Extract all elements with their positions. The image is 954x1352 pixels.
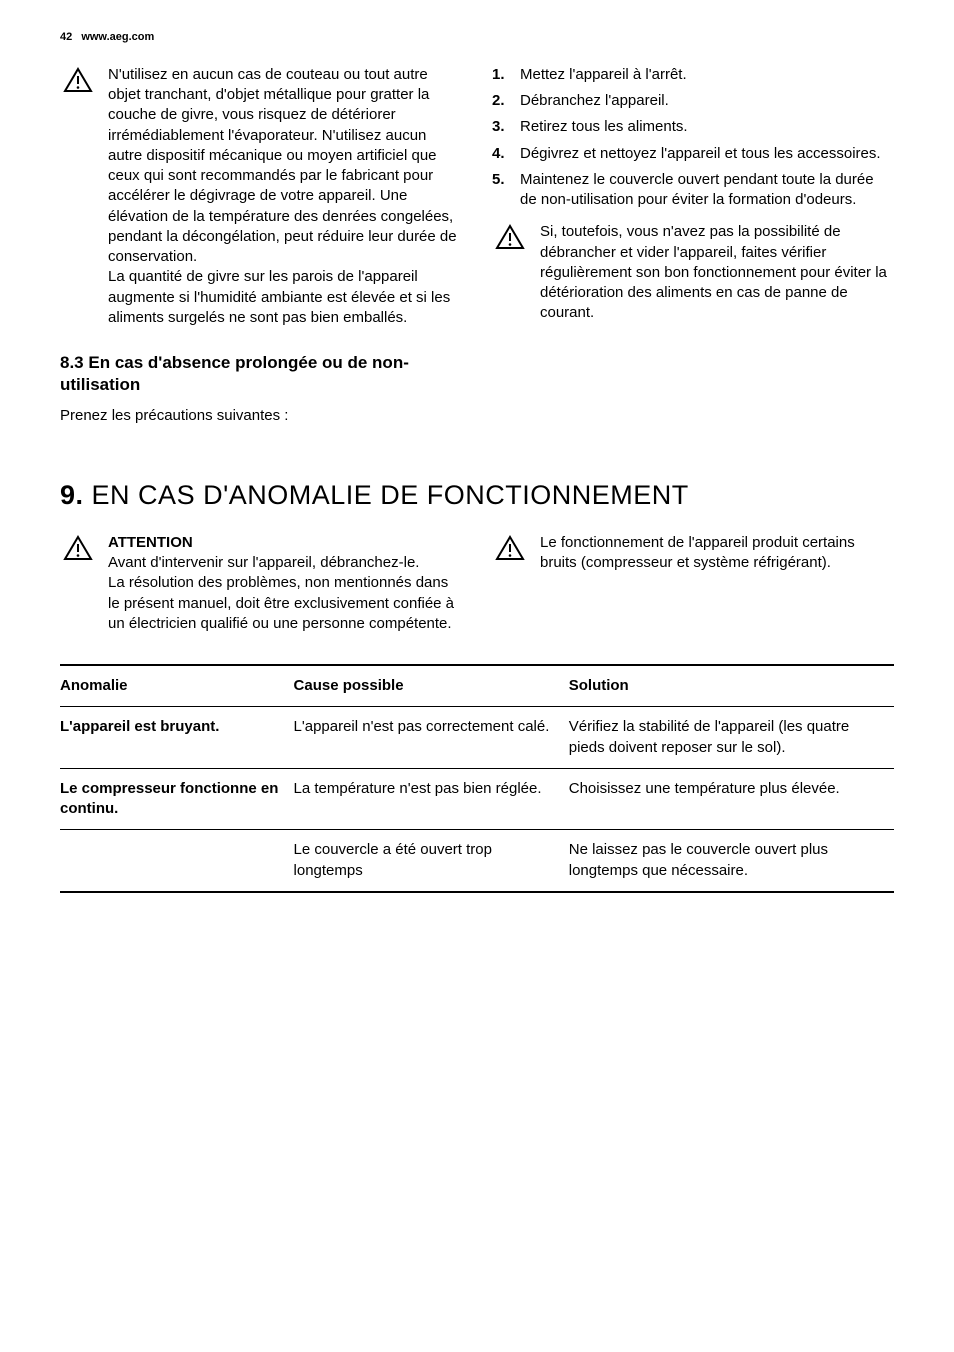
th-solution: Solution — [569, 665, 894, 707]
th-cause: Cause possible — [294, 665, 569, 707]
section9-right: Le fonctionnement de l'appareil produit … — [492, 533, 894, 652]
cell-anomalie: Le compresseur fonctionne en continu. — [60, 768, 294, 830]
warning-p2: La quantité de givre sur les parois de l… — [108, 267, 462, 328]
cell-anomalie — [60, 830, 294, 892]
cell-solution: Choisissez une température plus élevée. — [569, 768, 894, 830]
warning-icon — [495, 535, 525, 574]
section-9-title: 9. EN CAS D'ANOMALIE DE FONCTIONNEMENT — [60, 477, 894, 513]
cell-cause: La température n'est pas bien réglée. — [294, 768, 569, 830]
cell-solution: Vérifiez la stabilité de l'appareil (les… — [569, 707, 894, 769]
table-header-row: Anomalie Cause possible Solution — [60, 665, 894, 707]
left-column: N'utilisez en aucun cas de couteau ou to… — [60, 65, 462, 427]
cell-cause: L'appareil n'est pas correctement calé. — [294, 707, 569, 769]
steps-list: Mettez l'appareil à l'arrêt. Débranchez … — [492, 65, 894, 211]
table-row: Le compresseur fonctionne en continu. La… — [60, 768, 894, 830]
page-number: 42 — [60, 31, 72, 43]
troubleshooting-table: Anomalie Cause possible Solution L'appar… — [60, 664, 894, 893]
cell-anomalie: L'appareil est bruyant. — [60, 707, 294, 769]
attention-body: Avant d'intervenir sur l'appareil, débra… — [108, 553, 462, 634]
cell-cause: Le couvercle a été ouvert trop longtemps — [294, 830, 569, 892]
table-row: Le couvercle a été ouvert trop longtemps… — [60, 830, 894, 892]
step-item: Dégivrez et nettoyez l'appareil et tous … — [492, 144, 894, 164]
warning-icon-col — [60, 533, 96, 634]
warning-text: N'utilisez en aucun cas de couteau ou to… — [108, 65, 462, 328]
warning-icon-col — [60, 65, 96, 328]
attention-text: ATTENTION Avant d'intervenir sur l'appar… — [108, 533, 462, 634]
right-column: Mettez l'appareil à l'arrêt. Débranchez … — [492, 65, 894, 427]
th-anomalie: Anomalie — [60, 665, 294, 707]
upper-columns: N'utilisez en aucun cas de couteau ou to… — [60, 65, 894, 427]
section9-left: ATTENTION Avant d'intervenir sur l'appar… — [60, 533, 462, 652]
step-item: Mettez l'appareil à l'arrêt. — [492, 65, 894, 85]
step-item: Débranchez l'appareil. — [492, 91, 894, 111]
warning-p1: N'utilisez en aucun cas de couteau ou to… — [108, 65, 462, 268]
site-url: www.aeg.com — [81, 31, 154, 43]
warning-icon-col — [492, 222, 528, 323]
warning-icon — [63, 67, 93, 328]
section-9-number: 9. — [60, 480, 84, 510]
warning-icon — [495, 224, 525, 323]
subsection-heading: 8.3 En cas d'absence prolongée ou de non… — [60, 352, 462, 396]
step-item: Retirez tous les aliments. — [492, 117, 894, 137]
subsection-intro: Prenez les précautions suivantes : — [60, 406, 462, 426]
warning-icon-col — [492, 533, 528, 574]
warning-block-power: Si, toutefois, vous n'avez pas la possib… — [492, 222, 894, 323]
section-9-text: EN CAS D'ANOMALIE DE FONCTIONNEMENT — [92, 480, 689, 510]
subsection-title: En cas d'absence prolongée ou de non-uti… — [60, 353, 409, 394]
warning-block-knife: N'utilisez en aucun cas de couteau ou to… — [60, 65, 462, 328]
noise-note-block: Le fonctionnement de l'appareil produit … — [492, 533, 894, 574]
subsection-number: 8.3 — [60, 353, 84, 372]
attention-block: ATTENTION Avant d'intervenir sur l'appar… — [60, 533, 462, 634]
cell-solution: Ne laissez pas le couvercle ouvert plus … — [569, 830, 894, 892]
step-item: Maintenez le couvercle ouvert pendant to… — [492, 170, 894, 211]
warning-icon — [63, 535, 93, 634]
warning-power-text: Si, toutefois, vous n'avez pas la possib… — [540, 222, 894, 323]
attention-label: ATTENTION — [108, 533, 462, 553]
table-row: L'appareil est bruyant. L'appareil n'est… — [60, 707, 894, 769]
section9-columns: ATTENTION Avant d'intervenir sur l'appar… — [60, 533, 894, 652]
noise-note-text: Le fonctionnement de l'appareil produit … — [540, 533, 894, 574]
page-header: 42 www.aeg.com — [60, 30, 894, 45]
